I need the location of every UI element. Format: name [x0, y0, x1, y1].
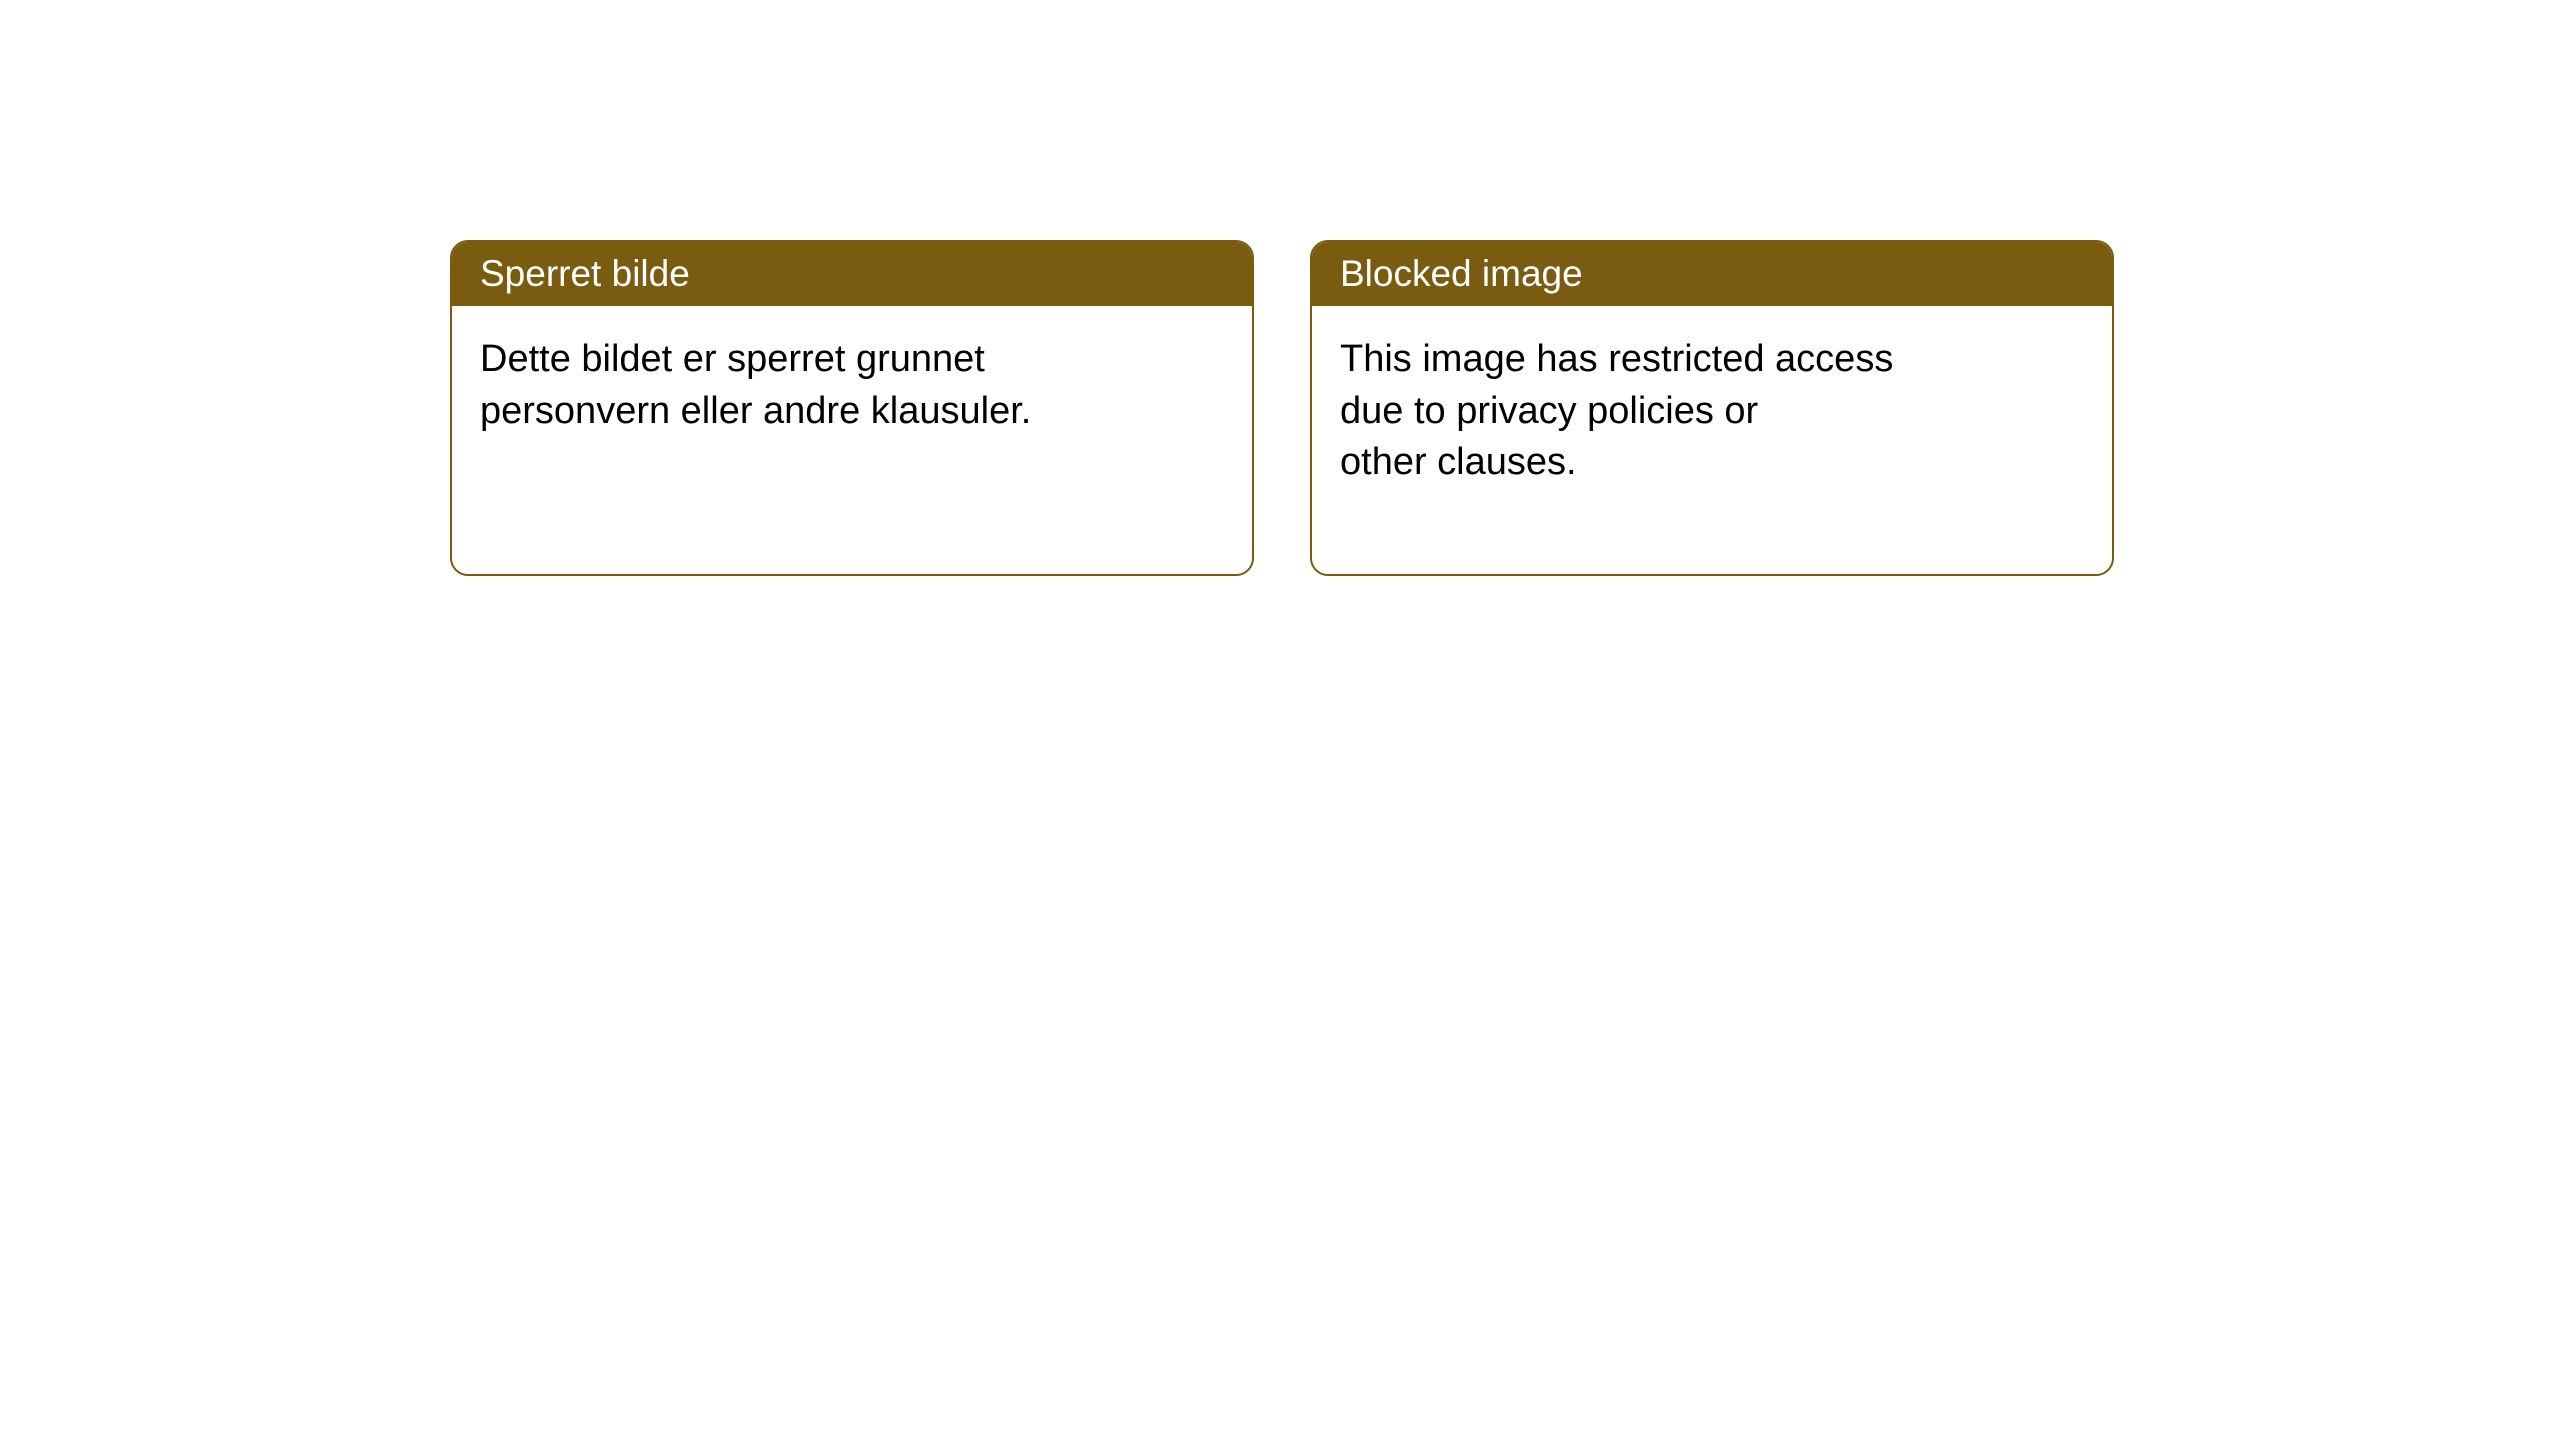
card-body-norwegian: Dette bildet er sperret grunnet personve…: [452, 306, 1252, 465]
card-header-norwegian: Sperret bilde: [452, 242, 1252, 306]
card-header-english: Blocked image: [1312, 242, 2112, 306]
blocked-image-card-norwegian: Sperret bilde Dette bildet er sperret gr…: [450, 240, 1254, 576]
card-body-english: This image has restricted access due to …: [1312, 306, 2112, 516]
blocked-image-card-english: Blocked image This image has restricted …: [1310, 240, 2114, 576]
notice-container: Sperret bilde Dette bildet er sperret gr…: [0, 0, 2560, 576]
